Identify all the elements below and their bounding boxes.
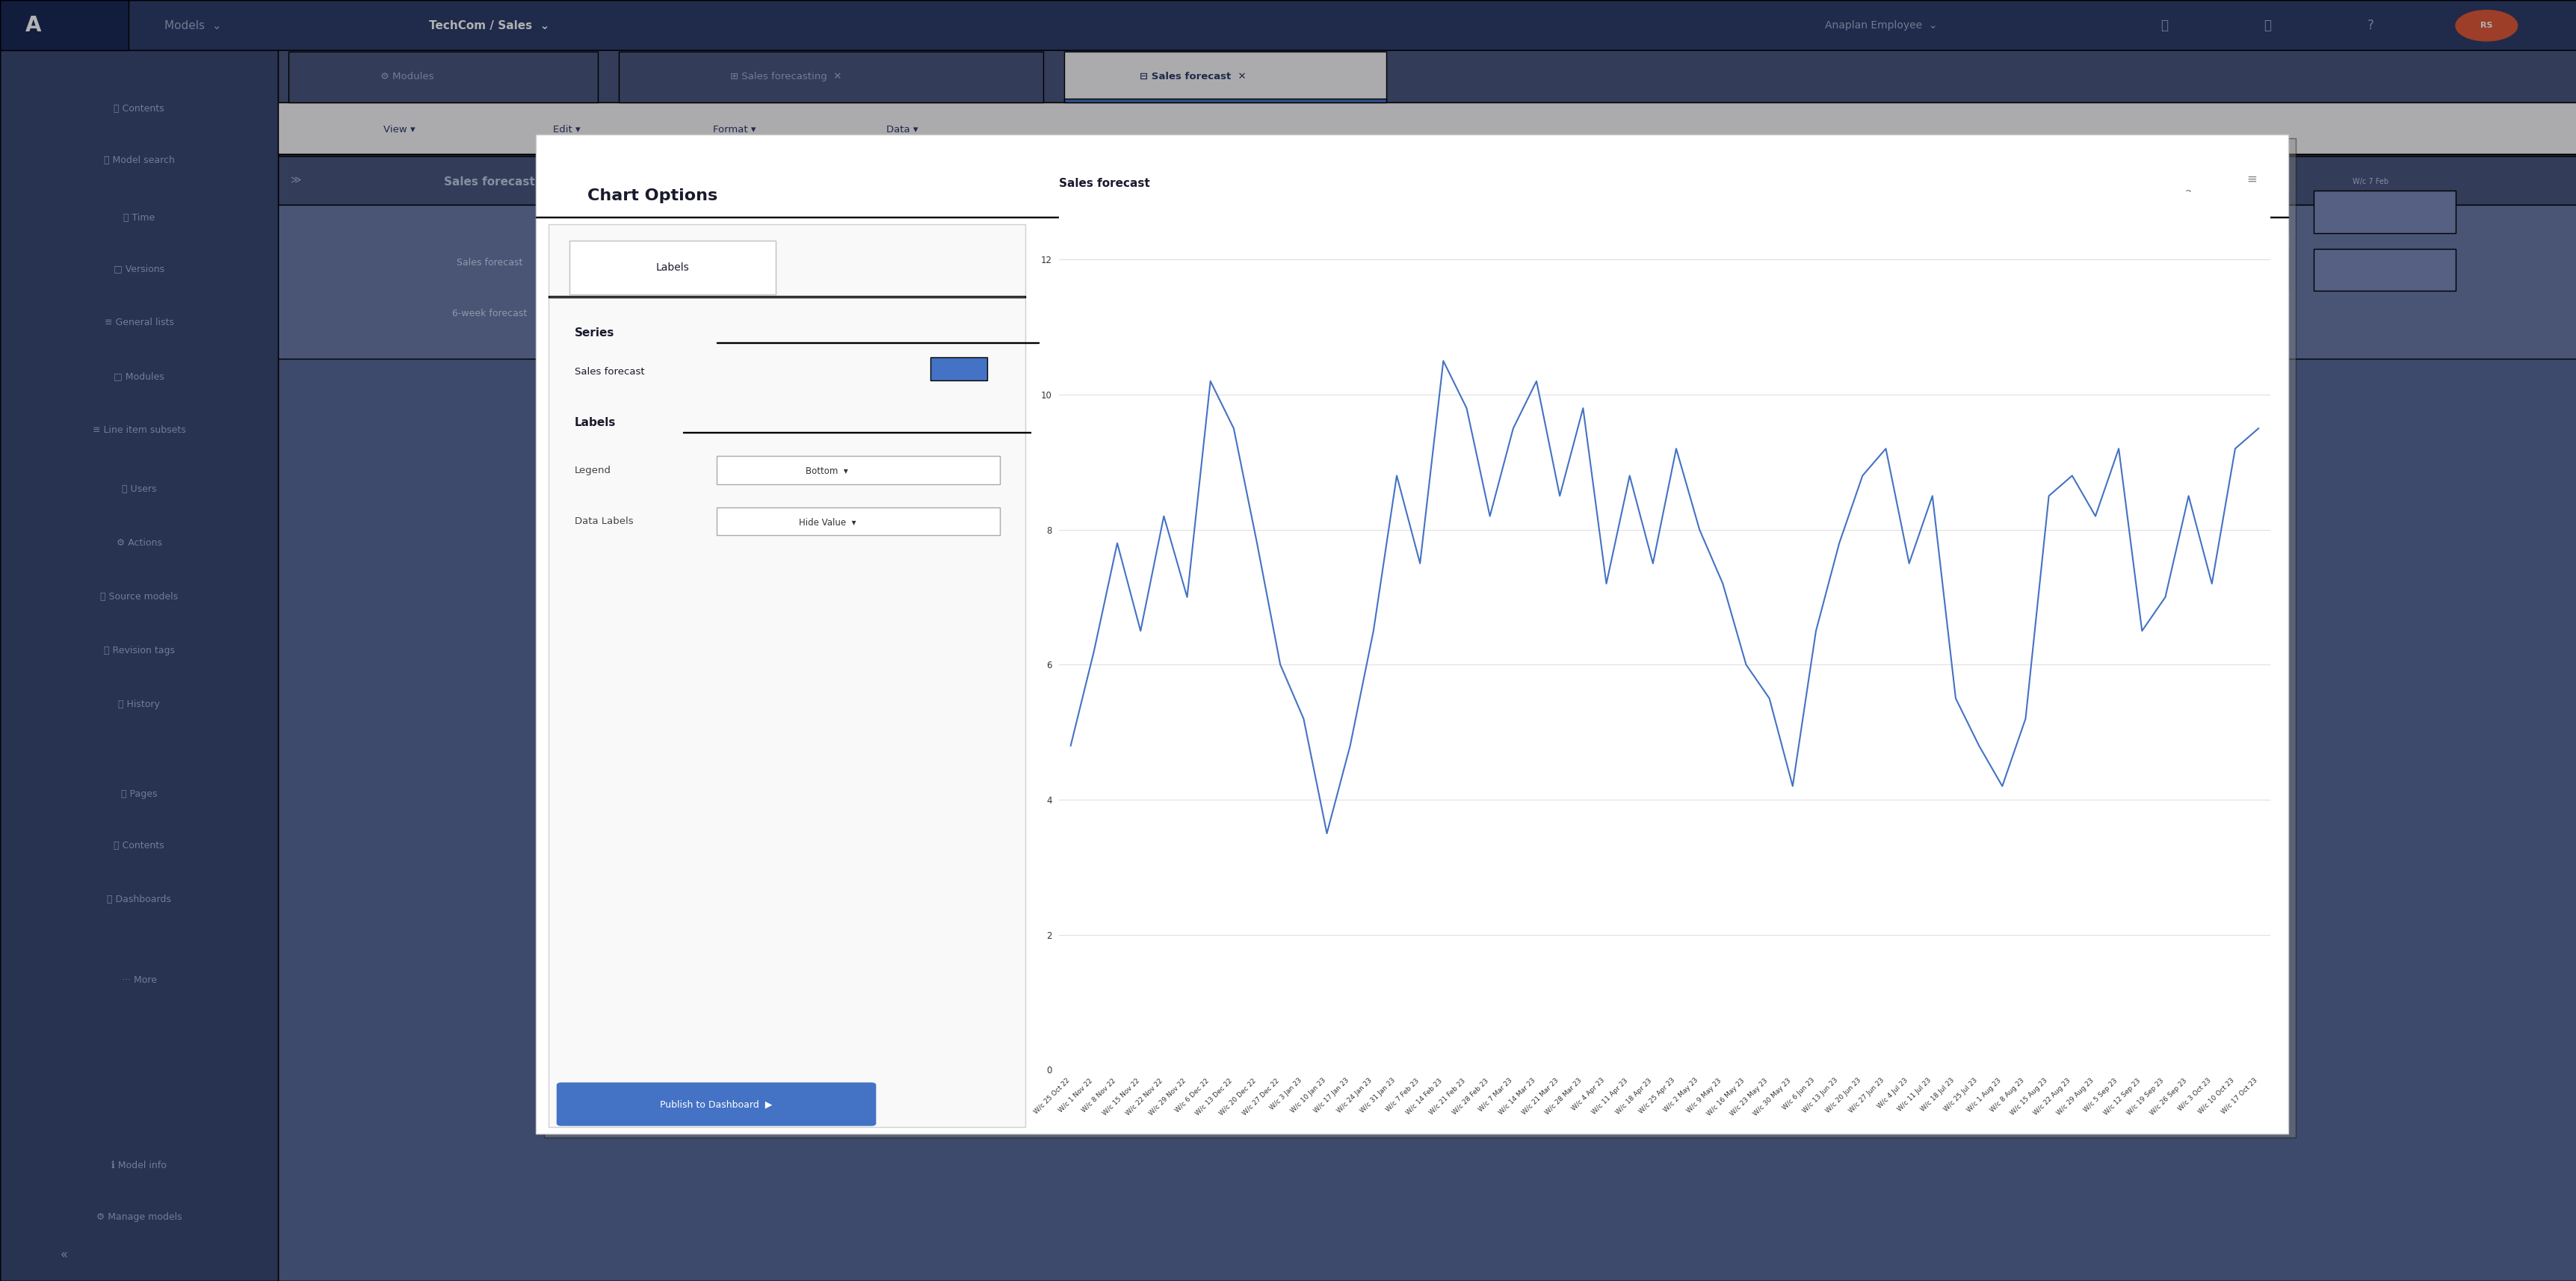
Text: ✓: ✓	[2221, 269, 2226, 277]
FancyBboxPatch shape	[716, 342, 1038, 343]
Text: ✓: ✓	[2053, 269, 2058, 277]
Text: 🏷 Revision tags: 🏷 Revision tags	[103, 646, 175, 656]
Text: ℹ Model info: ℹ Model info	[111, 1161, 167, 1171]
FancyBboxPatch shape	[1978, 191, 2120, 233]
FancyBboxPatch shape	[536, 216, 2287, 218]
Text: W/c 24 Jan 23: W/c 24 Jan 23	[2009, 178, 2061, 186]
Text: W/c 7 Feb: W/c 7 Feb	[2352, 178, 2388, 186]
Text: 🔔: 🔔	[2264, 19, 2269, 32]
Text: View ▾: View ▾	[384, 124, 415, 135]
FancyBboxPatch shape	[536, 135, 2287, 1134]
FancyBboxPatch shape	[278, 154, 2576, 155]
Text: 6-week forecast: 6-week forecast	[451, 309, 528, 319]
FancyBboxPatch shape	[544, 138, 2295, 1138]
Text: □ Modules: □ Modules	[113, 371, 165, 382]
Text: 3: 3	[2053, 178, 2058, 186]
Text: ··· More: ··· More	[121, 975, 157, 985]
Text: RS: RS	[2481, 22, 2491, 29]
FancyBboxPatch shape	[1064, 51, 1386, 101]
Text: 5: 5	[2221, 178, 2226, 186]
Text: Anaplan Employee  ⌄: Anaplan Employee ⌄	[1824, 20, 1937, 31]
FancyBboxPatch shape	[278, 156, 2576, 205]
FancyBboxPatch shape	[618, 51, 1043, 102]
Text: ⚙ Actions: ⚙ Actions	[116, 538, 162, 548]
FancyBboxPatch shape	[0, 50, 278, 1281]
Text: ⊟ Sales forecast  ✕: ⊟ Sales forecast ✕	[1139, 72, 1247, 82]
Text: Labels: Labels	[657, 263, 688, 273]
FancyBboxPatch shape	[716, 456, 999, 484]
Text: A: A	[26, 15, 41, 36]
Text: ⊞ Sales forecasting  ✕: ⊞ Sales forecasting ✕	[729, 72, 842, 82]
Text: 📋 History: 📋 History	[118, 699, 160, 710]
FancyBboxPatch shape	[1064, 99, 1386, 102]
Text: 🔍 Model search: 🔍 Model search	[103, 155, 175, 165]
Text: Data ▾: Data ▾	[886, 124, 917, 135]
Text: 👤 Users: 👤 Users	[121, 484, 157, 494]
FancyBboxPatch shape	[0, 0, 129, 50]
FancyBboxPatch shape	[2313, 249, 2455, 291]
FancyBboxPatch shape	[278, 102, 2576, 154]
Text: 🔗 Source models: 🔗 Source models	[100, 592, 178, 602]
Text: Sales forecast: Sales forecast	[1059, 178, 1149, 190]
Text: TechCom / Sales  ⌄: TechCom / Sales ⌄	[430, 20, 549, 31]
Text: Models  ⌄: Models ⌄	[165, 20, 222, 31]
FancyBboxPatch shape	[716, 507, 999, 535]
Text: 🔍: 🔍	[2161, 19, 2166, 32]
Text: ≫: ≫	[291, 175, 301, 186]
FancyBboxPatch shape	[930, 357, 987, 380]
Text: Labels: Labels	[574, 418, 616, 428]
Text: Sales forecast: Sales forecast	[574, 366, 644, 377]
Text: □ Versions: □ Versions	[113, 264, 165, 274]
Text: Legend: Legend	[574, 465, 611, 475]
FancyBboxPatch shape	[2313, 191, 2455, 233]
FancyBboxPatch shape	[278, 50, 2576, 102]
FancyBboxPatch shape	[2146, 249, 2287, 291]
Text: ✕: ✕	[2241, 190, 2251, 202]
Text: ≡: ≡	[2246, 173, 2257, 186]
FancyBboxPatch shape	[1978, 249, 2120, 291]
Text: 📊 Dashboards: 📊 Dashboards	[108, 894, 170, 904]
Text: ?: ?	[2184, 190, 2192, 202]
Text: Sales forecast: Sales forecast	[443, 177, 536, 187]
Text: 📄 Contents: 📄 Contents	[113, 104, 165, 114]
Text: ⏰ Time: ⏰ Time	[124, 213, 155, 223]
Text: ≡ General lists: ≡ General lists	[106, 318, 173, 328]
Text: Hide Value  ▾: Hide Value ▾	[799, 518, 855, 528]
Text: ≡ Line item subsets: ≡ Line item subsets	[93, 425, 185, 436]
FancyBboxPatch shape	[549, 224, 1025, 1127]
FancyBboxPatch shape	[278, 154, 2576, 1281]
Text: W/c 31 Jan 23: W/c 31 Jan 23	[2177, 178, 2228, 186]
Text: ⚙ Modules: ⚙ Modules	[381, 72, 433, 82]
Text: 📄 Pages: 📄 Pages	[121, 789, 157, 799]
FancyBboxPatch shape	[278, 205, 2576, 359]
Text: 📄 Contents: 📄 Contents	[113, 840, 165, 851]
Text: Sales forecast: Sales forecast	[456, 257, 523, 268]
Text: Data Labels: Data Labels	[574, 516, 634, 526]
Text: Bottom  ▾: Bottom ▾	[806, 466, 848, 477]
Text: «: «	[62, 1249, 67, 1262]
FancyBboxPatch shape	[0, 0, 2576, 50]
Text: ⚙ Manage models: ⚙ Manage models	[95, 1212, 183, 1222]
FancyBboxPatch shape	[289, 51, 598, 102]
FancyBboxPatch shape	[569, 241, 775, 295]
FancyBboxPatch shape	[556, 1082, 876, 1126]
FancyBboxPatch shape	[2146, 191, 2287, 233]
Text: Publish to Dashboard  ▶: Publish to Dashboard ▶	[659, 1099, 773, 1109]
Circle shape	[2455, 10, 2517, 41]
Text: Format ▾: Format ▾	[714, 124, 755, 135]
Text: Edit ▾: Edit ▾	[554, 124, 580, 135]
FancyBboxPatch shape	[683, 432, 1030, 433]
Text: Chart Options: Chart Options	[587, 188, 719, 204]
Text: ?: ?	[2367, 19, 2372, 32]
Text: Series: Series	[574, 328, 613, 338]
